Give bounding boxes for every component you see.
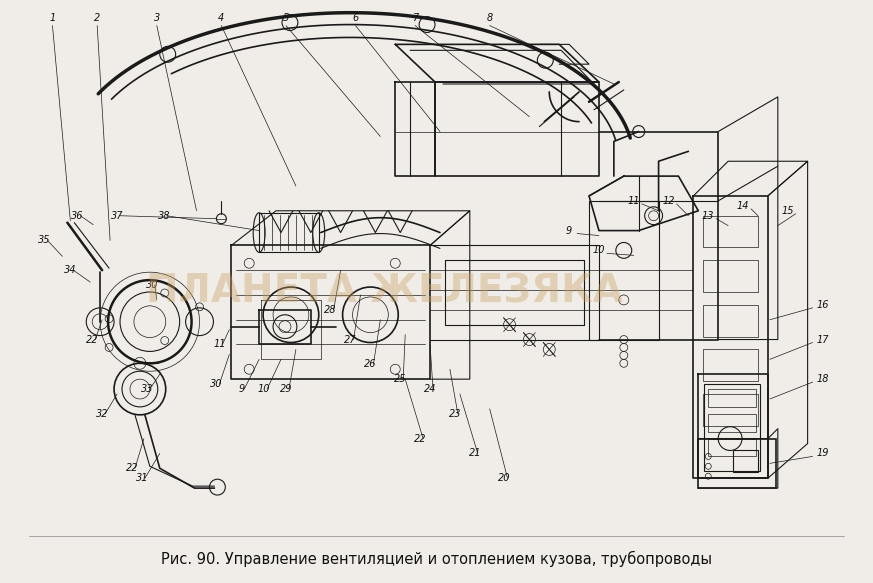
Text: 27: 27 bbox=[344, 335, 357, 345]
Text: 24: 24 bbox=[423, 384, 436, 394]
Text: 10: 10 bbox=[593, 245, 605, 255]
Bar bbox=[698, 438, 776, 488]
Text: 28: 28 bbox=[325, 305, 337, 315]
Bar bbox=[708, 389, 756, 407]
Text: 19: 19 bbox=[816, 448, 828, 458]
Text: 18: 18 bbox=[816, 374, 828, 384]
Text: 23: 23 bbox=[449, 409, 461, 419]
Text: 1: 1 bbox=[50, 13, 56, 23]
Text: 34: 34 bbox=[64, 265, 77, 275]
Text: 8: 8 bbox=[486, 13, 492, 23]
Text: 32: 32 bbox=[96, 409, 108, 419]
Text: 16: 16 bbox=[816, 300, 828, 310]
Text: 37: 37 bbox=[111, 210, 123, 221]
Text: 9: 9 bbox=[238, 384, 244, 394]
Text: 4: 4 bbox=[218, 13, 224, 23]
Text: 30: 30 bbox=[210, 379, 223, 389]
Bar bbox=[704, 260, 758, 292]
Text: 35: 35 bbox=[38, 236, 51, 245]
Text: 26: 26 bbox=[364, 359, 376, 369]
Text: 5: 5 bbox=[283, 13, 289, 23]
Text: 12: 12 bbox=[663, 196, 675, 206]
Text: 38: 38 bbox=[157, 210, 170, 221]
Text: 7: 7 bbox=[412, 13, 418, 23]
Bar bbox=[704, 305, 758, 336]
Text: 22: 22 bbox=[86, 335, 99, 345]
Text: 30: 30 bbox=[146, 280, 158, 290]
Bar bbox=[733, 451, 758, 472]
Bar bbox=[704, 394, 758, 426]
Text: 2: 2 bbox=[94, 13, 100, 23]
Text: 36: 36 bbox=[71, 210, 84, 221]
Text: 10: 10 bbox=[258, 384, 271, 394]
Text: 22: 22 bbox=[126, 463, 138, 473]
Text: 25: 25 bbox=[394, 374, 407, 384]
Text: 33: 33 bbox=[141, 384, 153, 394]
Text: 11: 11 bbox=[213, 339, 225, 349]
Bar bbox=[708, 414, 756, 431]
Text: 20: 20 bbox=[498, 473, 511, 483]
Text: 6: 6 bbox=[353, 13, 359, 23]
Bar bbox=[704, 349, 758, 381]
Text: 11: 11 bbox=[628, 196, 640, 206]
Bar bbox=[705, 384, 760, 471]
Bar bbox=[704, 216, 758, 247]
Text: 22: 22 bbox=[414, 434, 426, 444]
Text: ПЛАНЕТА ЖЕЛЕЗЯКА: ПЛАНЕТА ЖЕЛЕЗЯКА bbox=[146, 272, 623, 311]
Text: 13: 13 bbox=[702, 210, 714, 221]
Text: 21: 21 bbox=[469, 448, 481, 458]
Text: 17: 17 bbox=[816, 335, 828, 345]
Text: 3: 3 bbox=[154, 13, 160, 23]
Text: 29: 29 bbox=[279, 384, 292, 394]
Bar bbox=[708, 438, 756, 456]
Text: 31: 31 bbox=[135, 473, 148, 483]
Text: Рис. 90. Управление вентиляцией и отоплением кузова, трубопроводы: Рис. 90. Управление вентиляцией и отопле… bbox=[161, 550, 711, 567]
Text: 14: 14 bbox=[737, 201, 749, 211]
Text: 9: 9 bbox=[566, 226, 573, 236]
Text: 15: 15 bbox=[781, 206, 794, 216]
